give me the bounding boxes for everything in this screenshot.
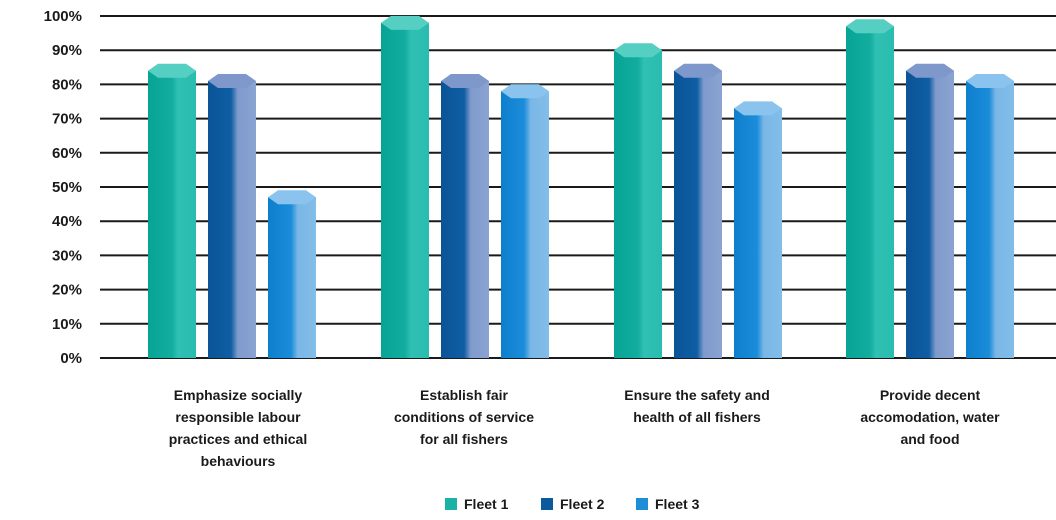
bar — [674, 63, 722, 358]
bar-body — [208, 80, 256, 358]
bar-body — [674, 70, 722, 358]
bar-body — [441, 80, 489, 358]
category-label: Establish fair conditions of service for a… — [394, 387, 534, 447]
bar — [148, 63, 196, 358]
y-tick-label: 10% — [52, 316, 82, 333]
bar-top-cap — [148, 63, 196, 78]
bar — [846, 19, 894, 358]
bar — [906, 63, 954, 358]
bar-body — [501, 91, 549, 359]
legend-swatch — [636, 498, 648, 510]
y-tick-label: 40% — [52, 213, 82, 230]
category-label: Emphasize socially responsible labour prac… — [169, 387, 308, 469]
bar — [501, 84, 549, 359]
bar-top-cap — [441, 73, 489, 88]
bar-body — [734, 108, 782, 358]
bar-body — [148, 70, 196, 358]
bar — [268, 190, 316, 358]
legend-swatch — [445, 498, 457, 510]
bar-top-cap — [846, 19, 894, 34]
bar — [966, 73, 1014, 358]
bar-body — [966, 80, 1014, 358]
legend-label: Fleet 1 — [464, 496, 509, 512]
bar — [208, 73, 256, 358]
y-tick-label: 70% — [52, 111, 82, 128]
bar-body — [906, 70, 954, 358]
legend-label: Fleet 3 — [655, 496, 700, 512]
y-tick-label: 30% — [52, 247, 82, 264]
bar-body — [614, 50, 662, 358]
bar-body — [268, 197, 316, 358]
legend-item: Fleet 1 — [445, 496, 509, 512]
y-tick-label: 100% — [44, 8, 82, 25]
bar-top-cap — [208, 73, 256, 88]
legend-label: Fleet 2 — [560, 496, 605, 512]
bar — [441, 73, 489, 358]
bar-top-cap — [381, 15, 429, 30]
y-tick-label: 0% — [60, 350, 82, 367]
bar-top-cap — [614, 43, 662, 58]
bar-top-cap — [674, 63, 722, 78]
bar-body — [381, 22, 429, 359]
bar-top-cap — [734, 101, 782, 116]
category-label: Ensure the safety and health of all fishe… — [624, 387, 770, 425]
y-tick-label: 20% — [52, 282, 82, 299]
bar-top-cap — [906, 63, 954, 78]
y-tick-label: 60% — [52, 145, 82, 162]
bar-body — [846, 26, 894, 358]
legend-item: Fleet 2 — [541, 496, 605, 512]
bar — [381, 15, 429, 359]
legend-swatch — [541, 498, 553, 510]
y-tick-label: 80% — [52, 76, 82, 93]
y-tick-label: 90% — [52, 42, 82, 59]
bar-top-cap — [966, 73, 1014, 88]
bar-top-cap — [268, 190, 316, 205]
legend-item: Fleet 3 — [636, 496, 700, 512]
y-tick-label: 50% — [52, 179, 82, 196]
bar — [734, 101, 782, 358]
bar — [614, 43, 662, 358]
category-label: Provide decent accomodation, water and foo… — [860, 387, 1000, 447]
bar-top-cap — [501, 84, 549, 99]
